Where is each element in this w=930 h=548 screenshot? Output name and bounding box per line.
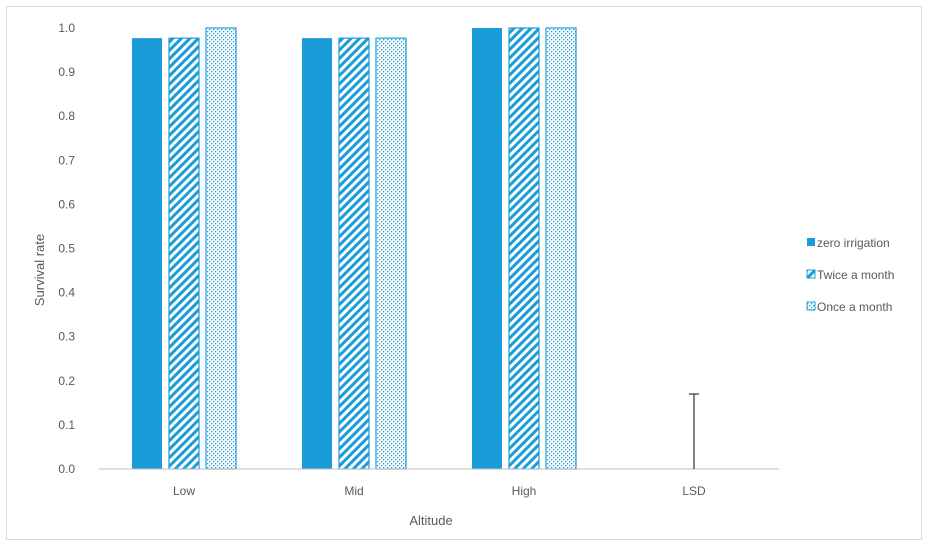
legend-label: Twice a month [817, 268, 894, 282]
y-axis-title: Survival rate [32, 234, 47, 306]
x-tick-label: High [512, 484, 537, 498]
y-tick-label: 1.0 [58, 21, 75, 35]
y-tick-label: 0.0 [58, 462, 75, 476]
y-tick-label: 0.4 [58, 286, 75, 300]
x-tick-label: Mid [344, 484, 363, 498]
y-tick-label: 0.6 [58, 197, 75, 211]
legend-label: zero irrigation [817, 236, 890, 250]
bar-twice-a-month-low [168, 37, 200, 470]
legend-swatch [806, 269, 816, 279]
y-tick-label: 0.3 [58, 330, 75, 344]
y-tick-label: 0.1 [58, 418, 75, 432]
bar-chart: 0.0 0.1 0.2 0.3 0.4 0.5 0.6 0.7 0.8 0.9 1.0 Low Mid… [32, 21, 894, 528]
lsd-error-bar [689, 393, 699, 469]
y-tick-label: 0.9 [58, 65, 75, 79]
x-tick-label: Low [173, 484, 195, 498]
y-tick-label: 0.8 [58, 109, 75, 123]
legend-swatch [807, 238, 815, 246]
x-tick-label: LSD [682, 484, 706, 498]
bar-once-a-month-low [205, 27, 237, 470]
chart-frame: 0.0 0.1 0.2 0.3 0.4 0.5 0.6 0.7 0.8 0.9 1.0 Low Mid… [6, 6, 922, 540]
y-tick-label: 0.7 [58, 153, 75, 167]
legend-swatch [806, 301, 816, 311]
legend: zero irrigation Twice a month Once a month [806, 236, 894, 314]
bar-once-a-month-high [545, 27, 577, 470]
x-axis-tick-labels: Low Mid High LSD [173, 484, 706, 498]
bars [132, 27, 577, 470]
bar-twice-a-month-high [508, 27, 540, 470]
y-tick-label: 0.5 [58, 242, 75, 256]
bar-zero-irrigation-high [472, 28, 502, 469]
bar-zero-irrigation-low [132, 38, 162, 469]
y-axis-ticks: 0.0 0.1 0.2 0.3 0.4 0.5 0.6 0.7 0.8 0.9 1.0 [58, 21, 75, 476]
legend-label: Once a month [817, 300, 892, 314]
bar-zero-irrigation-mid [302, 38, 332, 469]
x-axis-title: Altitude [409, 513, 452, 528]
bar-once-a-month-mid [375, 37, 407, 470]
bar-twice-a-month-mid [338, 37, 370, 470]
y-tick-label: 0.2 [58, 374, 75, 388]
